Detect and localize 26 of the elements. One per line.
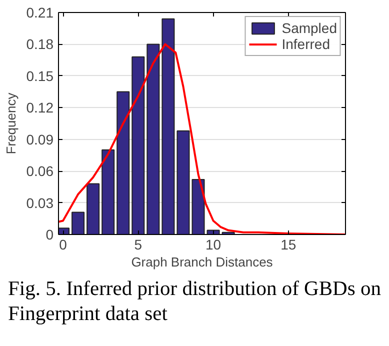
x-axis-title: Graph Branch Distances	[131, 254, 274, 270]
caption: Fig. 5. Inferred prior distribution of GBDs on Fingerprint data set	[8, 277, 382, 327]
bar	[176, 130, 190, 234]
legend-label: Inferred	[282, 36, 330, 52]
bar	[146, 44, 160, 234]
y-axis-title: Frequency	[3, 92, 18, 154]
y-tick-label: 0.18	[26, 36, 54, 52]
x-tick-label: 10	[205, 236, 222, 252]
bar	[192, 179, 205, 234]
y-tick-label: 0.15	[26, 68, 54, 84]
y-tick-label: 0.09	[26, 131, 54, 148]
bar	[102, 149, 115, 234]
y-tick-label: 0.06	[26, 163, 54, 180]
bar	[162, 18, 175, 234]
x-tick-label: 5	[134, 236, 142, 252]
bar	[132, 56, 145, 234]
legend-label: Sampled	[282, 20, 337, 36]
bar	[86, 183, 100, 234]
y-tick-label: 0	[46, 226, 54, 242]
bar	[72, 212, 85, 234]
y-tick-label: 0.03	[26, 194, 54, 211]
x-tick-label: 15	[280, 236, 296, 252]
y-tick-label: 0.21	[26, 4, 54, 20]
y-tick-label: 0.12	[26, 100, 54, 116]
x-tick-label: 0	[59, 236, 68, 252]
bar	[116, 91, 130, 234]
